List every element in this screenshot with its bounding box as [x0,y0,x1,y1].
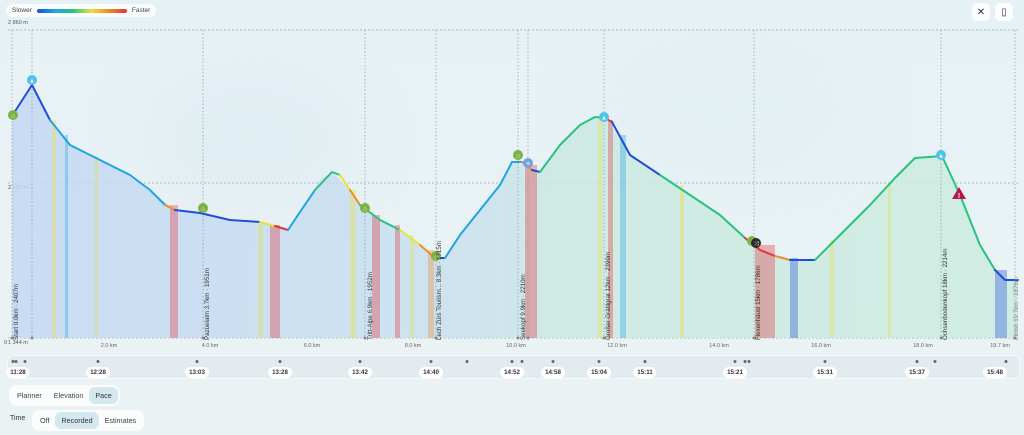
view-mode-elevation[interactable]: Elevation [53,391,84,400]
pace-legend: Slower Faster [6,4,157,17]
timeline-dot [1004,360,1008,363]
x-axis-tick: 8.0 km [404,343,422,349]
legend-slower-label: Slower [12,7,32,14]
legend-faster-label: Faster [131,7,151,14]
svg-text:⌂: ⌂ [363,207,367,213]
timeline-dot [520,360,524,363]
waypoint-label[interactable]: Pazüelalm 3.7km · 1951m [204,268,211,340]
timeline-dot [823,360,827,363]
timeline-dot [23,360,27,363]
map-background [150,80,350,200]
x-axis-zero-label: 0 [4,340,8,346]
close-icon: ✕ [976,6,986,18]
time-mode-recorded[interactable]: Recorded [55,412,99,429]
timeline-dot [278,360,282,363]
summit-marker[interactable]: ▲ [27,75,37,85]
svg-text:⌂: ⌂ [11,114,15,120]
timeline-dot [743,360,747,363]
time-mode-estimates[interactable]: Estimates [104,416,137,425]
waypoint-label[interactable]: Flexenhäusl 15km · 1786m [755,265,762,340]
waypoint-label[interactable]: Finish 19.7km · 1876m [1013,277,1020,340]
info-marker[interactable]: ≡ [523,158,533,168]
timeline-dot [96,360,100,363]
svg-text:⌂: ⌂ [516,154,520,160]
waypoint-label[interactable]: Ochsenbodenkopf 18km · 2214m [942,248,949,341]
pace-gradient-bar [36,8,127,13]
timeline-dot [747,360,751,363]
waypoint-label[interactable]: Seekopf 9.9km · 2210m [520,274,527,340]
svg-text:▲: ▲ [938,154,944,160]
x-axis-tick: 19.7 km [990,343,1010,349]
time-pill[interactable]: 15:48 [983,367,1007,378]
time-pill[interactable]: 13:28 [268,367,292,378]
hut-marker[interactable]: ⌂ [198,203,208,213]
svg-text:≡: ≡ [526,162,530,168]
waypoint-label[interactable]: Großer Grätligrat 12km · 2399m [605,251,612,340]
x-axis-tick: 4.0 km [201,343,219,349]
panel-icon: ▯ [1001,6,1007,18]
warning-marker[interactable]: ! [952,187,966,200]
hut-marker[interactable]: ⌂ [360,203,370,213]
hut-marker[interactable]: ⌂ [513,150,523,160]
time-pill[interactable]: 14:52 [500,367,524,378]
time-pill[interactable]: 11:28 [6,367,30,378]
timeline-dot [733,360,737,363]
timeline-dot [14,360,18,363]
time-pill[interactable]: 13:42 [348,367,372,378]
view-mode-selector: Planner Elevation Pace [9,385,120,406]
timeline-dot [933,360,937,363]
elevation-pace-chart[interactable]: ⌂ ▲ ⌂ ⌂ ⌂ ⌂ ≡ ▲ ⤨ ▲ ! [0,22,1024,352]
waypoint-label[interactable]: Tritt-Alpe 6.9km · 1952m [367,272,374,340]
timeline-dot [429,360,433,363]
time-mode-label: Time [10,415,26,422]
svg-text:▲: ▲ [601,116,607,122]
x-axis-tick: 2.0 km [100,343,118,349]
hut-marker[interactable]: ⌂ [8,110,18,120]
x-axis-tick: 12.0 km [607,343,627,349]
time-pill[interactable]: 14:58 [541,367,565,378]
svg-text:!: ! [958,193,960,200]
time-scrubber[interactable]: 11:28 12:28 13:03 13:28 13:42 14:40 14:5… [6,355,1020,379]
timeline-dot [915,360,919,363]
x-axis-tick: 14.0 km [709,343,729,349]
x-axis-tick: 18.0 km [913,343,933,349]
road-marker[interactable]: ⤨ [751,238,761,248]
svg-text:⌂: ⌂ [434,255,438,261]
time-pill[interactable]: 15:31 [813,367,837,378]
view-mode-planner[interactable]: Planner [17,391,42,400]
time-pill[interactable]: 13:03 [185,367,209,378]
timeline-dot [643,360,647,363]
time-pill[interactable]: 15:04 [587,367,611,378]
close-button[interactable]: ✕ [972,3,990,21]
timeline-dot [195,360,199,363]
timeline-dot [358,360,362,363]
view-mode-pace[interactable]: Pace [89,387,118,404]
x-axis-tick: 10.0 km [506,343,526,349]
svg-text:⤨: ⤨ [754,241,759,248]
summit-marker[interactable]: ▲ [936,150,946,160]
time-mode-selector: Off Recorded Estimates [32,410,145,431]
x-axis-tick: 6.0 km [303,343,321,349]
waypoint-label[interactable]: Lech Zürs Tourism... 8.3km · 1715m [436,241,443,340]
y-axis-bottom-label: 1 344 m [8,340,28,346]
time-pill[interactable]: 15:11 [633,367,657,378]
time-mode-off[interactable]: Off [40,416,50,425]
timeline-dot [510,360,514,363]
hut-marker[interactable]: ⌂ [431,251,441,261]
x-axis-tick: 16.0 km [811,343,831,349]
timeline-dot [465,360,469,363]
timeline-dot [597,360,601,363]
y-axis-top-label: 2 860 m [8,20,28,26]
time-pill[interactable]: 14:40 [419,367,443,378]
timeline-dot [11,360,15,363]
time-pill[interactable]: 15:21 [723,367,747,378]
panel-toggle-button[interactable]: ▯ [995,3,1013,21]
summit-marker[interactable]: ▲ [599,112,609,122]
svg-text:▲: ▲ [29,79,35,85]
time-pill[interactable]: 12:28 [86,367,110,378]
timeline-dot [551,360,555,363]
svg-text:⌂: ⌂ [201,207,205,213]
time-pill[interactable]: 15:37 [905,367,929,378]
waypoint-label[interactable]: Start 0.0km · 2407m [13,283,20,340]
